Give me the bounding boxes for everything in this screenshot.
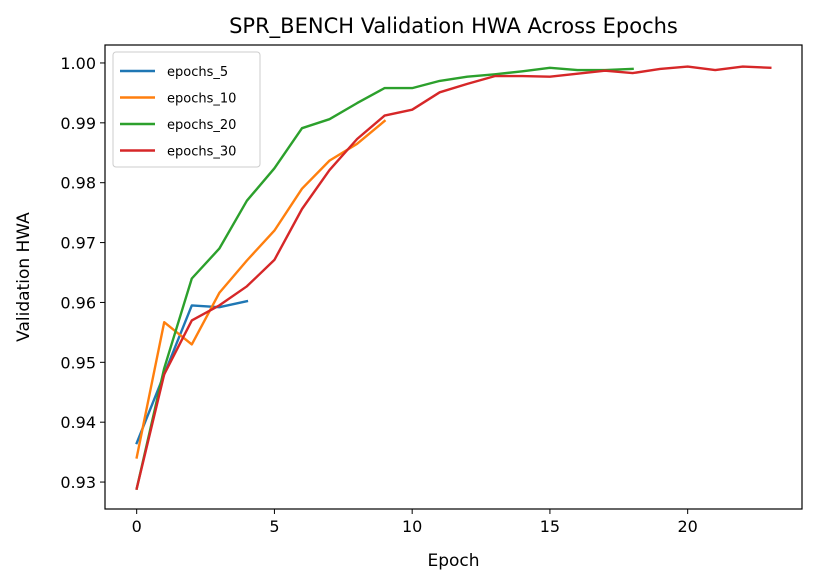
y-axis: 0.93 0.94 0.95 0.96 0.97 0.98 0.99 1.00: [60, 54, 105, 492]
series-line-epochs-5: [135, 299, 249, 445]
x-tick-label: 10: [402, 517, 422, 536]
x-axis-label: Epoch: [427, 551, 479, 571]
legend-label: epochs_30: [167, 145, 236, 160]
chart-title: SPR_BENCH Validation HWA Across Epochs: [229, 14, 678, 39]
legend: epochs_5 epochs_10 epochs_20 epochs_30: [112, 51, 261, 168]
legend-label: epochs_20: [167, 118, 236, 133]
y-tick-label: 0.95: [60, 353, 96, 372]
x-tick-label: 20: [677, 517, 697, 536]
legend-label: epochs_10: [167, 92, 236, 107]
y-tick-label: 0.97: [60, 234, 96, 253]
legend-box: [112, 51, 261, 168]
y-tick-label: 1.00: [60, 54, 96, 73]
x-tick-label: 15: [540, 517, 560, 536]
y-tick-label: 0.98: [60, 174, 96, 193]
y-tick-label: 0.94: [60, 413, 96, 432]
y-axis-label: Validation HWA: [14, 212, 34, 342]
legend-label: epochs_5: [167, 65, 228, 80]
series-line-epochs-20: [135, 66, 634, 491]
plot-frame: [104, 44, 803, 510]
y-tick-label: 0.96: [60, 293, 96, 312]
y-tick-label: 0.99: [60, 114, 96, 133]
y-tick-label: 0.93: [60, 473, 96, 492]
x-tick-label: 0: [132, 517, 142, 536]
x-axis: 0 5 10 15 20: [132, 509, 698, 536]
plot-lines: [135, 65, 772, 491]
series-line-epochs-30: [135, 65, 772, 491]
series-line-epochs-10: [135, 119, 387, 459]
x-tick-label: 5: [269, 517, 279, 536]
